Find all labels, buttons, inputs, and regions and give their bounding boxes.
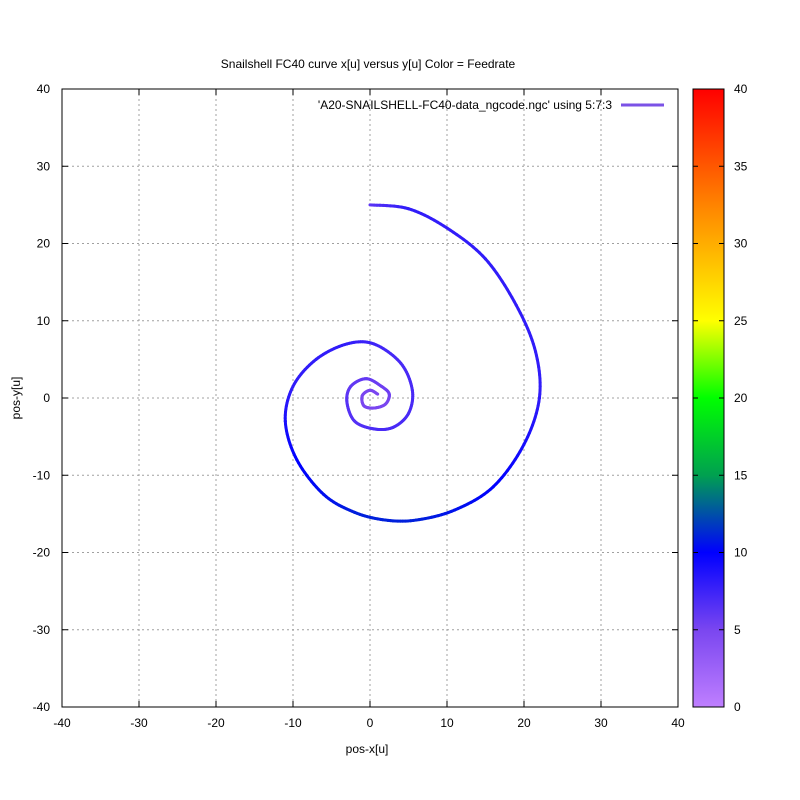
- x-tick-label: -10: [284, 716, 302, 730]
- y-axis-label: pos-y[u]: [9, 377, 23, 420]
- colorbar-tick-label: 15: [734, 468, 748, 482]
- colorbar-tick-label: 10: [734, 546, 748, 560]
- colorbar-ticks: 0 5 10 15 20 25 30 35 40: [693, 82, 748, 714]
- x-tick-label: -40: [53, 716, 71, 730]
- colorbar-tick-label: 25: [734, 314, 748, 328]
- y-tick-label: 40: [37, 82, 51, 96]
- series-curve: [283, 203, 542, 523]
- y-tick-label: -40: [33, 700, 51, 714]
- colorbar-tick-label: 35: [734, 159, 748, 173]
- colorbar: 0 5 10 15 20 25 30 35 40: [692, 82, 748, 714]
- colorbar-tick-label: 20: [734, 391, 748, 405]
- chart-title: Snailshell FC40 curve x[u] versus y[u] C…: [221, 57, 516, 71]
- colorbar-tick-label: 30: [734, 237, 748, 251]
- x-tick-label: -20: [207, 716, 225, 730]
- x-tick-label: 30: [594, 716, 608, 730]
- x-ticks: -40 -30 -20 -10 0 10 20 30 40: [53, 89, 685, 730]
- x-tick-label: 0: [367, 716, 374, 730]
- y-tick-label: -30: [33, 623, 51, 637]
- y-tick-label: 10: [37, 314, 51, 328]
- y-ticks: -40 -30 -20 -10 0 10 20 30 40: [33, 82, 678, 714]
- legend-label: 'A20-SNAILSHELL-FC40-data_ngcode.ngc' us…: [318, 98, 612, 112]
- x-tick-label: -30: [130, 716, 148, 730]
- colorbar-tick-label: 0: [734, 700, 741, 714]
- grid: [62, 89, 678, 707]
- y-tick-label: 20: [37, 237, 51, 251]
- y-tick-label: 30: [37, 159, 51, 173]
- colorbar-tick-label: 40: [734, 82, 748, 96]
- x-tick-label: 40: [671, 716, 685, 730]
- legend: 'A20-SNAILSHELL-FC40-data_ngcode.ngc' us…: [318, 98, 664, 112]
- colorbar-tick-label: 5: [734, 623, 741, 637]
- y-tick-label: -10: [33, 468, 51, 482]
- y-tick-label: -20: [33, 546, 51, 560]
- y-tick-label: 0: [43, 391, 50, 405]
- x-tick-label: 10: [440, 716, 454, 730]
- x-axis-label: pos-x[u]: [346, 742, 389, 756]
- x-tick-label: 20: [517, 716, 531, 730]
